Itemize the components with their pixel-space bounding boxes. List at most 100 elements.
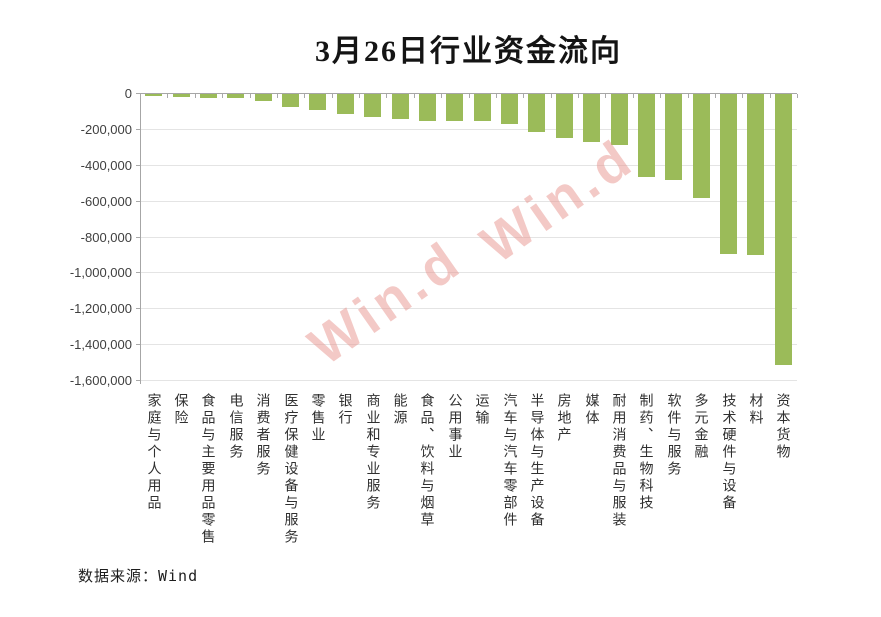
- y-tick: [136, 308, 140, 309]
- y-axis-line: [140, 93, 141, 384]
- y-axis-tick-label: -1,600,000: [69, 373, 132, 388]
- gridline--1,000,000: [140, 272, 797, 273]
- x-tick: [469, 94, 470, 98]
- y-axis-tick-label: -800,000: [80, 230, 132, 245]
- x-axis-category-label: 电信服务: [228, 393, 245, 461]
- y-tick: [136, 165, 140, 166]
- gridline--1,400,000: [140, 344, 797, 345]
- bar-保险: [173, 94, 190, 97]
- x-tick: [304, 94, 305, 98]
- bar-多元金融: [693, 94, 710, 198]
- x-tick: [277, 94, 278, 98]
- x-axis-category-label: 多元金融: [693, 393, 710, 461]
- bar-能源: [392, 94, 409, 119]
- x-axis-category-label: 半导体与生产设备: [529, 393, 546, 529]
- x-axis-category-label: 材料: [748, 393, 765, 427]
- bar-电信服务: [227, 94, 244, 98]
- y-tick: [136, 201, 140, 202]
- x-tick: [523, 94, 524, 98]
- y-axis-tick-label: -1,400,000: [69, 337, 132, 352]
- x-tick: [770, 94, 771, 98]
- x-axis-category-label: 医疗保健设备与服务: [283, 393, 300, 546]
- x-axis-line: [140, 93, 797, 94]
- x-axis-category-label: 食品与主要用品零售: [200, 393, 217, 546]
- x-axis-category-label: 商业和专业服务: [365, 393, 382, 512]
- bar-家庭与个人用品: [145, 94, 162, 96]
- bar-食品、饮料与烟草: [419, 94, 436, 121]
- x-tick: [605, 94, 606, 98]
- x-tick: [359, 94, 360, 98]
- data-source-label: 数据来源：Wind: [78, 567, 199, 585]
- x-tick: [250, 94, 251, 98]
- x-tick: [386, 94, 387, 98]
- gridline--1,600,000: [140, 380, 797, 381]
- gridline--200,000: [140, 129, 797, 130]
- bar-技术硬件与设备: [720, 94, 737, 254]
- x-tick: [414, 94, 415, 98]
- bar-制药、生物科技: [638, 94, 655, 177]
- x-tick: [660, 94, 661, 98]
- x-tick: [578, 94, 579, 98]
- y-tick: [136, 237, 140, 238]
- x-axis-category-label: 消费者服务: [255, 393, 272, 478]
- x-tick: [167, 94, 168, 98]
- chart-title: 3月26日行业资金流向: [315, 35, 622, 68]
- bar-房地产: [556, 94, 573, 138]
- plot-area: [136, 93, 798, 384]
- bar-半导体与生产设备: [528, 94, 545, 132]
- x-tick: [551, 94, 552, 98]
- bar-运输: [474, 94, 491, 121]
- x-tick: [797, 94, 798, 98]
- y-tick: [136, 380, 140, 381]
- x-axis-category-label: 软件与服务: [666, 393, 683, 478]
- bar-公用事业: [446, 94, 463, 121]
- y-axis-tick-label: 0: [124, 86, 132, 101]
- y-axis-tick-label: -400,000: [80, 158, 132, 173]
- x-axis-category-label: 公用事业: [447, 393, 464, 461]
- bar-媒体: [583, 94, 600, 142]
- x-tick: [222, 94, 223, 98]
- x-axis-category-label: 媒体: [584, 393, 601, 427]
- gridline--1,200,000: [140, 308, 797, 309]
- y-axis-tick-label: -200,000: [80, 122, 132, 137]
- x-tick: [633, 94, 634, 98]
- bar-零售业: [309, 94, 326, 110]
- bar-食品与主要用品零售: [200, 94, 217, 98]
- x-axis-category-label: 家庭与个人用品: [146, 393, 163, 512]
- x-tick: [715, 94, 716, 98]
- x-axis-category-label: 技术硬件与设备: [721, 393, 738, 512]
- x-axis-category-label: 能源: [392, 393, 409, 427]
- x-tick: [688, 94, 689, 98]
- y-tick: [136, 93, 140, 94]
- y-tick: [136, 129, 140, 130]
- x-axis-category-label: 汽车与汽车零部件: [502, 393, 519, 529]
- x-tick: [496, 94, 497, 98]
- x-axis-category-label: 资本货物: [775, 393, 792, 461]
- bar-商业和专业服务: [364, 94, 381, 117]
- y-axis-tick-label: -1,000,000: [69, 265, 132, 280]
- gridline--400,000: [140, 165, 797, 166]
- bar-软件与服务: [665, 94, 682, 180]
- gridline--800,000: [140, 237, 797, 238]
- x-axis-category-label: 耐用消费品与服装: [611, 393, 628, 529]
- gridline--600,000: [140, 201, 797, 202]
- y-axis-tick-label: -600,000: [80, 194, 132, 209]
- x-axis-category-label: 保险: [173, 393, 190, 427]
- x-axis-category-label: 零售业: [310, 393, 327, 444]
- y-tick: [136, 344, 140, 345]
- x-axis-category-label: 食品、饮料与烟草: [419, 393, 436, 529]
- bar-银行: [337, 94, 354, 114]
- x-tick: [195, 94, 196, 98]
- x-axis-category-label: 制药、生物科技: [638, 393, 655, 512]
- x-tick: [140, 94, 141, 98]
- x-tick: [332, 94, 333, 98]
- bar-资本货物: [775, 94, 792, 365]
- bar-材料: [747, 94, 764, 255]
- x-tick: [742, 94, 743, 98]
- y-tick: [136, 272, 140, 273]
- bar-消费者服务: [255, 94, 272, 101]
- y-axis-tick-label: -1,200,000: [69, 301, 132, 316]
- x-tick: [441, 94, 442, 98]
- bar-汽车与汽车零部件: [501, 94, 518, 124]
